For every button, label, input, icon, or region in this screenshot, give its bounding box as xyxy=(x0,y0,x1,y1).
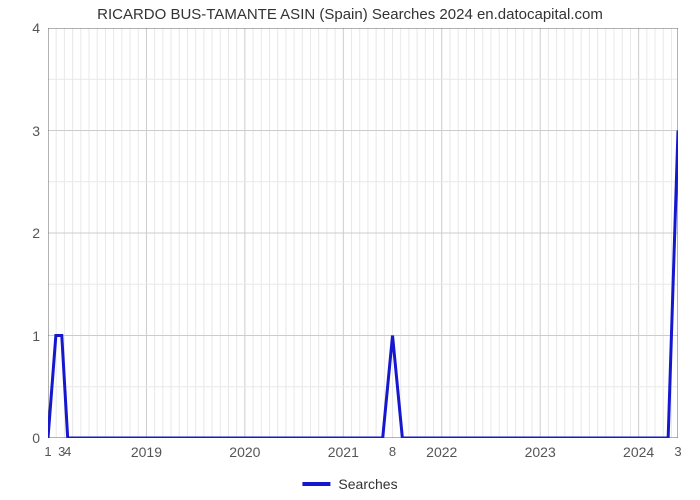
plot-area: 0123420192020202120222023202413483 xyxy=(48,28,678,438)
y-tick-label: 0 xyxy=(32,430,40,446)
x-tick-label: 2022 xyxy=(426,444,457,460)
x-tick-label: 2021 xyxy=(328,444,359,460)
legend: Searches xyxy=(302,476,397,492)
data-point-label: 8 xyxy=(389,444,396,459)
x-tick-label: 2024 xyxy=(623,444,654,460)
x-tick-label: 2020 xyxy=(229,444,260,460)
chart-title: RICARDO BUS-TAMANTE ASIN (Spain) Searche… xyxy=(0,6,700,23)
legend-label: Searches xyxy=(338,476,397,492)
data-point-label: 3 xyxy=(674,444,681,459)
x-tick-label: 2023 xyxy=(525,444,556,460)
y-tick-label: 4 xyxy=(32,20,40,36)
y-tick-label: 2 xyxy=(32,225,40,241)
legend-swatch xyxy=(302,482,330,486)
y-tick-label: 3 xyxy=(32,123,40,139)
data-point-label: 1 xyxy=(44,444,51,459)
x-tick-label: 2019 xyxy=(131,444,162,460)
chart-svg xyxy=(48,28,678,438)
y-tick-label: 1 xyxy=(32,328,40,344)
data-point-label: 4 xyxy=(64,444,71,459)
